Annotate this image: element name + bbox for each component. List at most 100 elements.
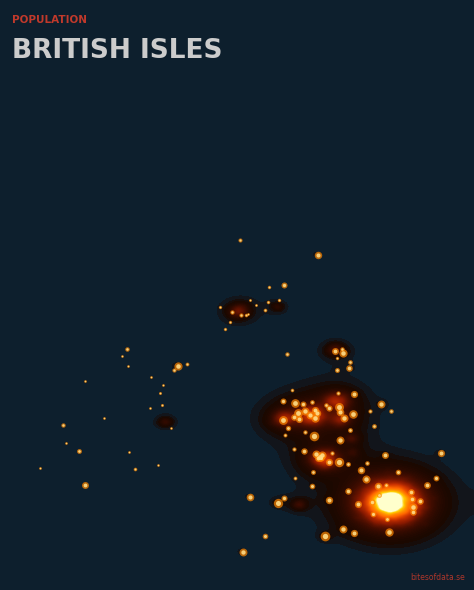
Point xyxy=(281,280,288,290)
Point xyxy=(325,495,333,504)
Point xyxy=(146,403,154,412)
Point xyxy=(124,362,131,371)
Point xyxy=(279,396,286,405)
Point xyxy=(336,408,344,417)
Point xyxy=(334,365,341,375)
Point xyxy=(237,311,245,320)
Point xyxy=(408,494,415,504)
Point xyxy=(366,407,374,416)
Point xyxy=(337,435,344,445)
Point xyxy=(410,502,417,512)
Point xyxy=(346,358,354,367)
Point xyxy=(332,346,339,356)
Point xyxy=(325,458,333,467)
Point xyxy=(346,358,354,367)
Point xyxy=(322,400,330,409)
Point xyxy=(265,283,273,292)
Point xyxy=(350,528,358,537)
Point xyxy=(338,345,346,354)
Point xyxy=(290,412,298,421)
Point xyxy=(183,359,191,368)
Point xyxy=(283,349,291,358)
Point xyxy=(158,400,166,409)
Point xyxy=(328,448,336,457)
Point xyxy=(340,348,347,358)
Point xyxy=(364,458,371,467)
Point xyxy=(81,480,89,490)
Text: bitesofdata.se: bitesofdata.se xyxy=(410,573,465,582)
Point xyxy=(349,409,356,418)
Point xyxy=(243,310,250,320)
Point xyxy=(262,305,269,314)
Point xyxy=(217,302,224,312)
Point xyxy=(290,444,297,454)
Point xyxy=(316,452,324,461)
Point xyxy=(264,297,272,307)
Point xyxy=(81,376,88,385)
Point xyxy=(351,389,358,399)
Point xyxy=(363,474,370,483)
Point xyxy=(335,402,343,411)
Point xyxy=(387,407,395,416)
Point xyxy=(363,474,370,483)
Point xyxy=(294,408,301,418)
Point xyxy=(383,480,390,490)
Point xyxy=(301,446,308,455)
Point xyxy=(368,497,376,507)
Point xyxy=(423,480,430,490)
Point xyxy=(318,450,325,460)
Point xyxy=(226,317,234,327)
Point xyxy=(155,461,162,470)
Point xyxy=(170,366,177,375)
Point xyxy=(334,365,341,375)
Point xyxy=(378,399,385,409)
Point xyxy=(284,424,292,433)
Point xyxy=(239,547,246,556)
Point xyxy=(383,480,390,490)
Point xyxy=(307,410,314,419)
Point xyxy=(387,407,395,416)
Point xyxy=(168,423,175,432)
Point xyxy=(416,496,423,505)
Point xyxy=(325,403,332,412)
Point xyxy=(338,345,346,354)
Point xyxy=(381,451,389,460)
Point xyxy=(301,407,309,416)
Point xyxy=(369,509,377,519)
Point xyxy=(246,295,254,304)
Point xyxy=(124,362,131,371)
Point xyxy=(290,412,298,421)
Point xyxy=(314,250,321,260)
Point xyxy=(432,473,440,483)
Point xyxy=(313,408,320,418)
Point xyxy=(156,388,164,397)
Point xyxy=(264,297,272,307)
Point xyxy=(288,386,295,395)
Point xyxy=(170,366,177,375)
Point xyxy=(245,309,252,319)
Point xyxy=(118,352,126,361)
Point xyxy=(357,465,365,474)
Point xyxy=(344,460,352,469)
Point xyxy=(279,415,287,425)
Point xyxy=(147,372,155,382)
Point xyxy=(158,400,166,409)
Point xyxy=(283,349,291,358)
Point xyxy=(81,480,89,490)
Point xyxy=(299,399,307,408)
Point xyxy=(308,482,316,491)
Point xyxy=(375,490,383,500)
Point xyxy=(246,295,254,304)
Text: BRITISH ISLES: BRITISH ISLES xyxy=(12,38,222,64)
Point xyxy=(318,453,325,462)
Point xyxy=(313,408,320,418)
Point xyxy=(281,494,288,503)
Point xyxy=(131,464,138,474)
Point xyxy=(252,300,260,310)
Point xyxy=(385,527,392,536)
Point xyxy=(265,283,273,292)
Point xyxy=(126,447,133,457)
Point xyxy=(246,492,254,502)
Point xyxy=(410,502,417,512)
Point xyxy=(36,464,44,473)
